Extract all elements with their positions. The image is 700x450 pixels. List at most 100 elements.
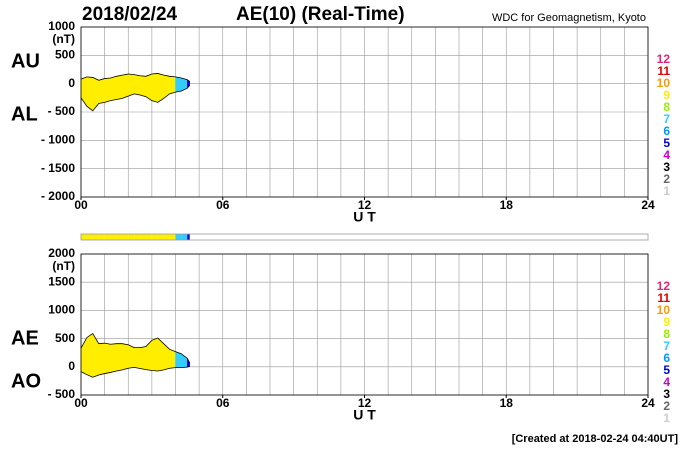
plot-frame — [80, 253, 649, 396]
legend-entry: 4 — [663, 148, 670, 162]
legend-entry: 9 — [663, 88, 670, 102]
legend-entry: 12 — [657, 52, 671, 66]
y-tick-label: 2000 — [48, 246, 75, 260]
legend-entry: 9 — [663, 315, 670, 329]
station-bar — [81, 234, 87, 240]
unit-label: (nT) — [52, 259, 75, 273]
station-bar — [134, 234, 141, 240]
station-fill — [128, 344, 135, 369]
legend-entry: 6 — [663, 124, 670, 138]
station-bar — [169, 234, 176, 240]
legend-entry: 4 — [663, 375, 670, 389]
station-fill — [169, 348, 176, 369]
legend-entry: 11 — [657, 291, 670, 305]
legend-entry: 1 — [663, 184, 670, 198]
station-bar — [145, 234, 152, 240]
legend-entry: 11 — [657, 64, 670, 78]
station-fill — [151, 73, 159, 103]
series-line — [80, 366, 190, 378]
legend-entry: 8 — [663, 327, 670, 341]
y-tick-label: - 500 — [48, 387, 76, 401]
station-fill — [92, 332, 99, 378]
series-line — [80, 73, 190, 82]
station-fill — [175, 76, 182, 93]
y-tick-label: 500 — [55, 48, 75, 62]
station-bar — [163, 234, 170, 240]
station-fill — [116, 74, 123, 100]
y-tick-label: 1500 — [48, 274, 75, 288]
series-label: AU — [11, 50, 40, 72]
x-tick-label: 24 — [641, 396, 655, 410]
y-tick-label: 1000 — [48, 303, 75, 317]
station-fill — [163, 343, 170, 371]
x-tick-label: 06 — [216, 198, 230, 212]
station-fill — [139, 346, 147, 370]
x-tick-label: 18 — [500, 396, 514, 410]
x-tick-label: 06 — [216, 396, 230, 410]
x-axis-label: U T — [353, 407, 376, 423]
x-tick-label: 24 — [641, 198, 655, 212]
y-tick-label: 0 — [68, 76, 75, 90]
station-fill — [122, 343, 129, 371]
y-tick-label: 0 — [68, 359, 75, 373]
station-fill — [175, 351, 182, 368]
station-fill — [98, 78, 105, 104]
station-fill — [128, 73, 135, 97]
station-bar — [92, 234, 99, 240]
station-fill — [104, 77, 111, 103]
station-bar — [181, 234, 188, 240]
station-fill — [181, 77, 188, 92]
station-bar-frame — [80, 233, 649, 241]
series-label: AO — [11, 370, 41, 392]
station-fill — [92, 77, 99, 112]
station-fill — [98, 342, 105, 376]
legend-entry: 7 — [663, 112, 670, 126]
legend-entry: 3 — [663, 387, 670, 401]
title: AE(10) (Real-Time) — [236, 4, 405, 25]
x-tick-label: 12 — [358, 396, 372, 410]
x-tick-label: 00 — [74, 198, 88, 212]
station-fill — [86, 76, 94, 112]
legend-entry: 10 — [657, 76, 671, 90]
legend-entry: 1 — [663, 411, 670, 425]
station-bar — [98, 234, 105, 240]
station-fill — [122, 73, 129, 99]
station-fill — [133, 74, 141, 96]
x-tick-label: 12 — [358, 198, 372, 212]
series-label: AE — [11, 327, 39, 349]
footer: [Created at 2018-02-24 04:40UT] — [512, 433, 679, 445]
y-tick-label: - 1000 — [41, 133, 75, 147]
y-tick-label: - 2000 — [41, 189, 75, 203]
station-fill — [133, 347, 141, 369]
station-bar — [86, 234, 93, 240]
station-bar — [175, 234, 182, 240]
y-tick-label: 1000 — [48, 19, 75, 33]
legend-entry: 12 — [657, 279, 671, 293]
station-fill — [110, 343, 117, 373]
date: 2018/02/24 — [82, 4, 178, 25]
station-bar — [110, 234, 117, 240]
legend-entry: 3 — [663, 160, 670, 174]
station-bar — [104, 234, 111, 240]
plot-frame — [80, 26, 649, 198]
station-bar — [157, 234, 164, 240]
legend-entry: 5 — [663, 363, 670, 377]
legend-entry: 2 — [663, 172, 670, 186]
unit-label: (nT) — [52, 32, 75, 46]
legend-entry: 7 — [663, 339, 670, 353]
legend-entry: 8 — [663, 100, 670, 114]
legend-entry: 6 — [663, 351, 670, 365]
y-tick-label: 500 — [55, 331, 75, 345]
station-bar — [116, 234, 123, 240]
station-fill — [116, 343, 123, 372]
station-fill — [145, 339, 153, 371]
station-bar — [187, 234, 190, 240]
legend-entry: 5 — [663, 136, 670, 150]
station-bar — [140, 234, 146, 240]
series-line — [80, 85, 190, 112]
station-bar — [128, 234, 135, 240]
series-label: AL — [11, 103, 38, 125]
x-tick-label: 18 — [500, 198, 514, 212]
legend-entry: 10 — [657, 303, 671, 317]
